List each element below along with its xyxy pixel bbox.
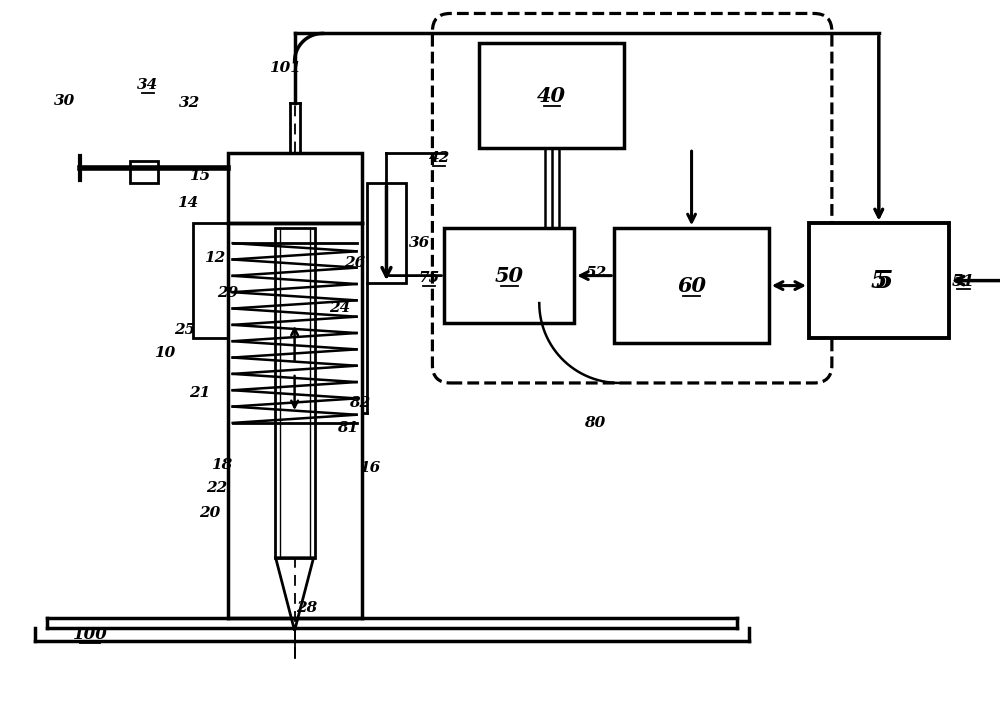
Bar — [275, 228, 315, 558]
Text: 75: 75 — [419, 271, 440, 285]
Text: 29: 29 — [217, 286, 238, 300]
Text: 100: 100 — [72, 626, 107, 643]
Text: 5: 5 — [871, 269, 887, 292]
Text: 50: 50 — [495, 266, 524, 286]
Bar — [228, 153, 362, 223]
Text: 60: 60 — [677, 276, 706, 296]
Text: 20: 20 — [199, 506, 220, 520]
Text: 28: 28 — [296, 600, 317, 615]
Text: 40: 40 — [537, 86, 566, 106]
Text: 101: 101 — [269, 61, 301, 76]
Text: 42: 42 — [429, 151, 450, 165]
Text: 82: 82 — [349, 396, 370, 410]
Text: 21: 21 — [189, 386, 210, 400]
Bar — [444, 228, 574, 323]
Text: 34: 34 — [137, 78, 158, 93]
Text: 16: 16 — [359, 461, 380, 475]
Text: 24: 24 — [329, 301, 350, 315]
Text: 18: 18 — [211, 458, 232, 472]
Text: 12: 12 — [204, 251, 225, 265]
Bar — [809, 223, 949, 338]
Text: 26: 26 — [344, 256, 365, 270]
Text: 81: 81 — [337, 421, 358, 435]
Text: 10: 10 — [154, 346, 175, 360]
Text: 25: 25 — [174, 323, 195, 337]
Text: 51: 51 — [952, 272, 975, 289]
Text: 52: 52 — [586, 266, 607, 280]
Bar — [130, 161, 158, 183]
Text: 80: 80 — [584, 416, 605, 430]
Text: 36: 36 — [409, 236, 430, 250]
Text: 22: 22 — [206, 481, 227, 495]
Text: 14: 14 — [177, 196, 198, 210]
Bar — [614, 228, 769, 343]
Text: 5: 5 — [875, 269, 892, 293]
Bar — [479, 43, 624, 148]
Bar — [193, 223, 228, 338]
Text: 15: 15 — [189, 169, 210, 183]
Bar — [367, 183, 406, 283]
Text: 32: 32 — [179, 96, 200, 111]
Text: 30: 30 — [54, 94, 76, 108]
